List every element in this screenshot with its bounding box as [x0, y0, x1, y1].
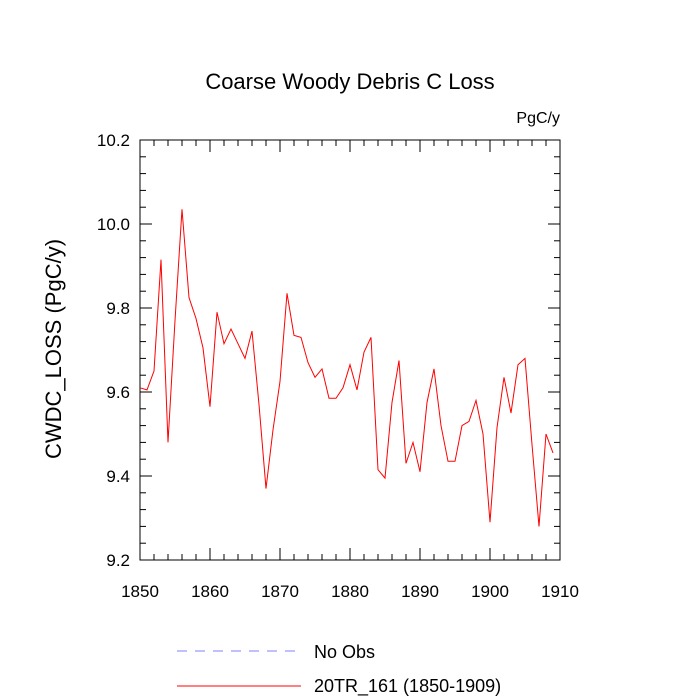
legend-label-20tr-161: 20TR_161 (1850-1909): [314, 676, 501, 697]
legend-label-no-obs: No Obs: [314, 642, 375, 662]
y-tick-label: 9.2: [106, 551, 130, 570]
y-tick-label: 9.8: [106, 299, 130, 318]
chart-title: Coarse Woody Debris C Loss: [205, 69, 494, 94]
x-tick-labels: 1850 1860 1870 1880 1890 1900 1910: [121, 582, 579, 601]
series-line-20tr-161: [139, 209, 554, 527]
y-tick-label: 10.0: [97, 215, 130, 234]
x-tick-label: 1850: [121, 582, 159, 601]
axis-ticks: [139, 139, 561, 561]
x-tick-label: 1890: [401, 582, 439, 601]
y-tick-labels: 9.2 9.4 9.6 9.8 10.0 10.2: [97, 131, 130, 570]
x-tick-label: 1900: [471, 582, 509, 601]
series-group: [139, 209, 554, 527]
x-tick-label: 1910: [541, 582, 579, 601]
x-tick-label: 1880: [331, 582, 369, 601]
y-tick-label: 9.4: [106, 467, 130, 486]
y-tick-label: 9.6: [106, 383, 130, 402]
legend: No Obs 20TR_161 (1850-1909): [177, 642, 501, 697]
y-tick-label: 10.2: [97, 131, 130, 150]
y-axis-label: CWDC_LOSS (PgC/y): [41, 239, 66, 459]
units-label: PgC/y: [516, 110, 560, 127]
x-tick-label: 1860: [191, 582, 229, 601]
x-tick-label: 1870: [261, 582, 299, 601]
